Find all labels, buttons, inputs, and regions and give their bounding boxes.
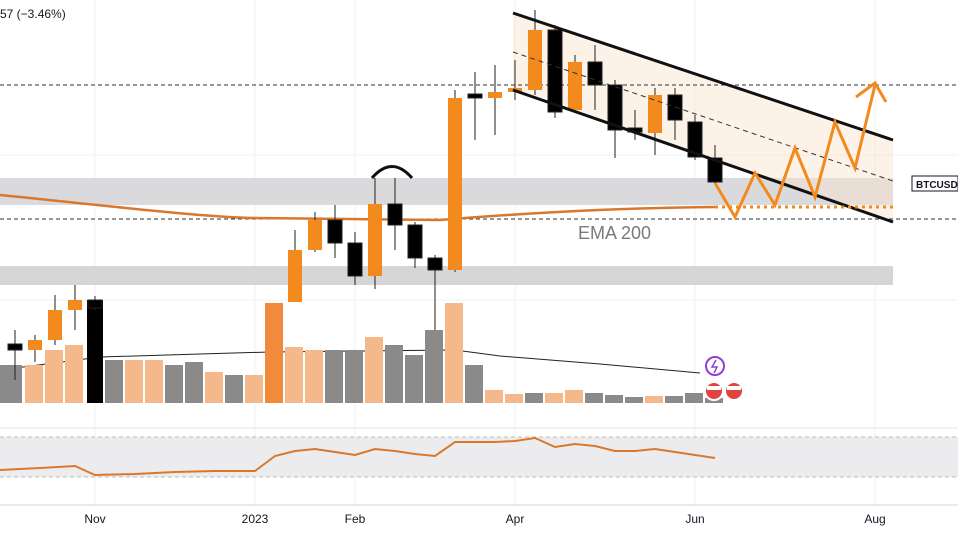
channel-top [512,11,894,142]
symbol-label: BTCUSD [916,180,958,191]
candle [427,257,443,271]
x-tick-label: Feb [345,512,366,526]
zone-band [0,178,893,205]
x-tick-label: Aug [864,512,885,526]
volume-bar [625,397,643,403]
x-tick-label: Nov [84,512,105,526]
channel-bottom [512,88,894,224]
candle [48,310,62,340]
candle [547,29,563,113]
volume-bar [245,375,263,403]
x-tick-label: 2023 [242,512,269,526]
volume-bar [205,372,223,403]
event-glyph [710,359,719,374]
volume-bar [325,350,343,403]
rsi-line [0,436,716,477]
volume-bar [565,390,583,403]
volume-bar [545,393,563,403]
candle [308,220,322,250]
volume-bar [25,365,43,403]
candle [387,203,403,226]
candle [28,340,42,350]
volume-bar [0,365,22,403]
candle [488,92,502,98]
symbol-tag [911,175,958,192]
volume-bar [345,350,363,403]
event-icon[interactable] [705,356,725,376]
volume-bar [285,347,303,403]
candle [347,242,363,277]
candle [707,157,723,183]
volume-bar [685,393,703,403]
volume-bar [365,337,383,403]
candle [467,93,483,99]
channel-fill [513,13,893,222]
volume-bar [265,303,283,403]
flag-stripe [707,386,721,390]
top-arc [370,165,414,180]
candles [7,10,723,380]
candle [528,30,542,90]
event-icon[interactable] [704,381,724,401]
grid [0,0,958,505]
volume-bar [165,365,183,403]
zone-band [0,266,893,285]
volume-bar [465,365,483,403]
ema-label: EMA 200 [578,223,651,243]
x-tick-label: Apr [506,512,525,526]
volume [0,300,723,403]
volume-bar [525,393,543,403]
volume-bar [425,330,443,403]
candle [327,219,343,244]
volume-bar [305,350,323,403]
candle [587,61,603,86]
candle [288,250,302,302]
volume-bar [665,396,683,403]
candle [687,121,703,158]
volume-bar [105,360,123,403]
volume-bar [605,395,623,403]
volume-bar [125,360,143,403]
flag-stripe [727,386,741,390]
volume-bar [45,350,63,403]
candle [607,84,623,131]
candle [368,204,382,276]
volume-bar [485,390,503,403]
candle [68,300,82,310]
volume-bar [87,300,103,403]
volume-bar [385,345,403,403]
rsi-band [0,437,958,477]
channel-mid [512,51,894,182]
volume-bar [585,393,603,403]
candle [7,343,23,351]
candle [568,62,582,110]
volume-bar [185,362,203,403]
projection-path [713,84,877,221]
candle [648,95,662,133]
volume-bar [505,394,523,403]
volume-bar [645,396,663,403]
x-tick-label: Jun [685,512,704,526]
candle [87,299,103,309]
price-change: 57 (−3.46%) [0,7,66,21]
ema-line [0,193,716,222]
candle [407,224,423,259]
candle [448,98,462,270]
volume-bar [445,303,463,403]
event-icon[interactable] [724,381,744,401]
volume-bar [65,345,83,403]
projection-arrow [855,80,888,103]
volume-bar [225,375,243,403]
volume-bar [145,360,163,403]
volume-bar [405,355,423,403]
